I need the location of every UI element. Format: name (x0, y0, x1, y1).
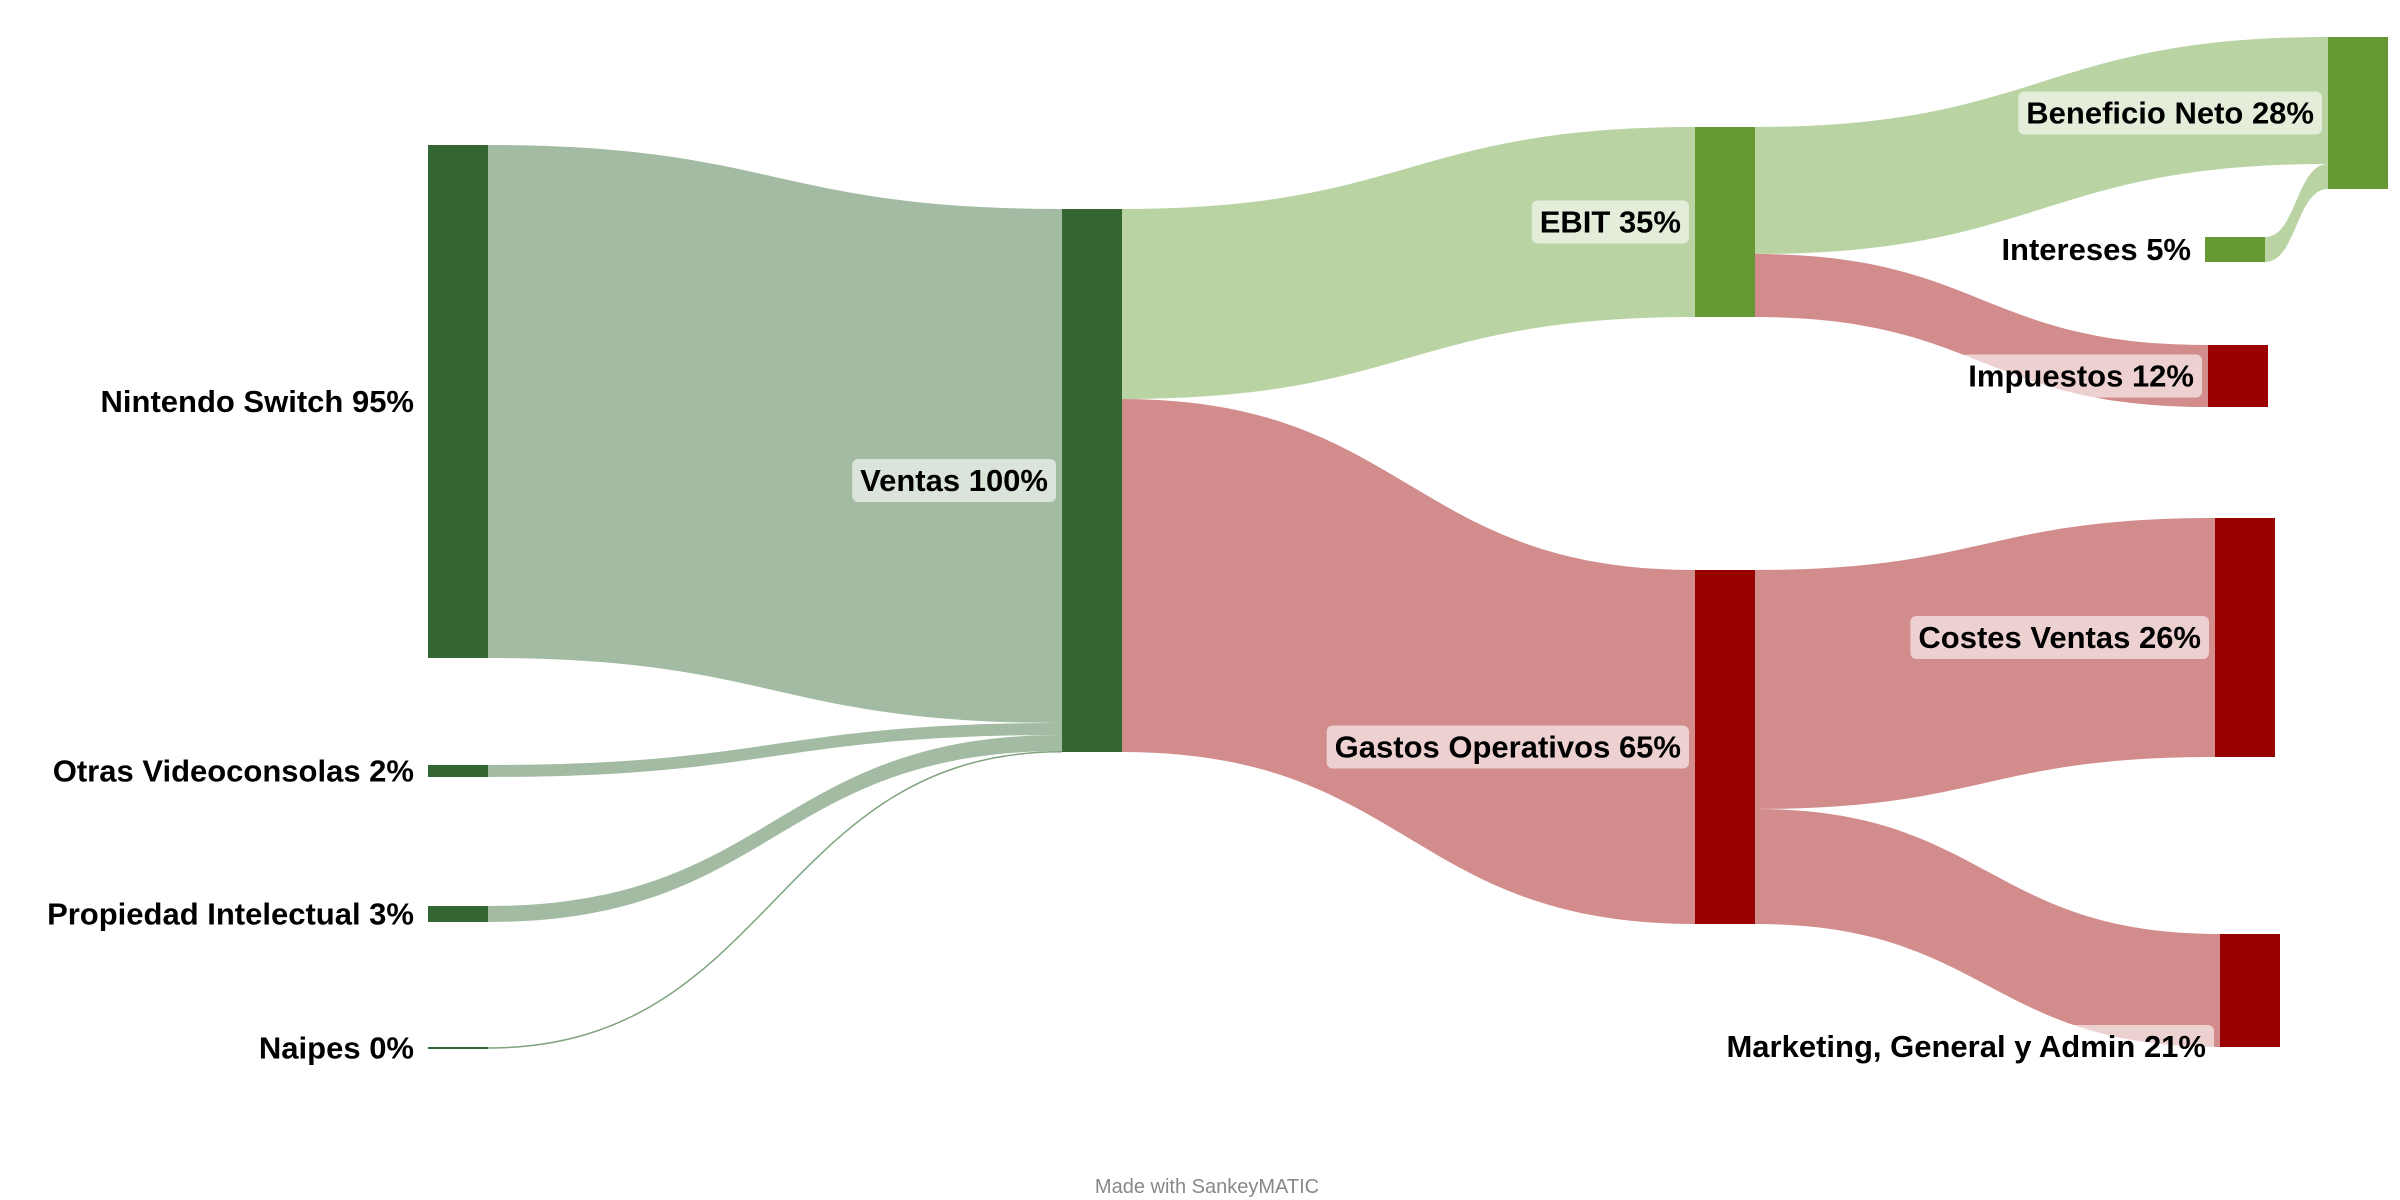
link-gastos-to-marketing (1755, 809, 2220, 1047)
label-gastos: Gastos Operativos 65% (1326, 725, 1689, 769)
node-intereses (2205, 237, 2265, 262)
node-switch (428, 145, 488, 658)
node-gastos (1695, 570, 1755, 924)
node-label-text: Naipes 0% (259, 1031, 414, 1066)
label-ebit: EBIT 35% (1531, 200, 1689, 244)
node-label-text: Ventas 100% (860, 463, 1048, 498)
node-otras (428, 765, 488, 777)
link-naipes-to-ventas (487, 751, 1063, 1049)
label-intereses: Intereses 5% (2001, 232, 2191, 267)
label-ventas: Ventas 100% (852, 459, 1056, 502)
link-intereses-to-beneficio (2265, 164, 2328, 262)
credit-text: Made with SankeyMATIC (1095, 1176, 1319, 1198)
link-otras-to-ventas (488, 723, 1062, 777)
label-background (1531, 200, 1689, 244)
node-label-text: EBIT 35% (1540, 205, 1681, 240)
node-label-text: Gastos Operativos 65% (1335, 730, 1681, 765)
label-marketing: Marketing, General y Admin 21% (1718, 1025, 2214, 1068)
link-gastos-to-costes (1755, 518, 2215, 809)
label-impuestos: Impuestos 12% (1960, 354, 2202, 398)
node-ebit (1695, 127, 1755, 317)
node-label-text: Propiedad Intelectual 3% (47, 897, 414, 932)
label-naipes: Naipes 0% (259, 1031, 414, 1066)
link-switch-to-ventas (488, 145, 1062, 723)
label-switch: Nintendo Switch 95% (101, 384, 414, 419)
label-background (1910, 616, 2209, 659)
node-label-text: Intereses 5% (2001, 232, 2191, 267)
node-beneficio (2328, 37, 2388, 189)
sankey-labels: Nintendo Switch 95% Otras Videoconsolas 2… (47, 91, 2322, 1068)
node-label-text: Marketing, General y Admin 21% (1726, 1029, 2206, 1064)
label-background (1326, 725, 1689, 769)
label-costes: Costes Ventas 26% (1910, 616, 2209, 659)
node-costes (2215, 518, 2275, 757)
link-ventas-to-gastos (1122, 399, 1695, 924)
sankey-links (487, 37, 2328, 1049)
link-ebit-to-beneficio (1755, 37, 2328, 254)
label-background (1718, 1025, 2214, 1068)
label-propiedad: Propiedad Intelectual 3% (47, 897, 414, 932)
node-label-text: Nintendo Switch 95% (101, 384, 414, 419)
node-label-text: Impuestos 12% (1968, 359, 2194, 394)
link-propiedad-to-ventas (488, 735, 1062, 922)
label-background (2018, 91, 2322, 135)
node-label-text: Otras Videoconsolas 2% (53, 754, 414, 789)
label-background (1960, 354, 2202, 398)
node-impuestos (2208, 345, 2268, 407)
node-naipes (428, 1047, 488, 1049)
node-propiedad (428, 906, 488, 922)
node-marketing (2220, 934, 2280, 1047)
label-otras: Otras Videoconsolas 2% (53, 754, 414, 789)
node-ventas (1062, 209, 1122, 752)
label-beneficio: Beneficio Neto 28% (2018, 91, 2322, 135)
link-ventas-to-ebit (1122, 127, 1695, 399)
node-label-text: Costes Ventas 26% (1918, 620, 2201, 655)
node-label-text: Beneficio Neto 28% (2026, 96, 2314, 131)
sankey-nodes (428, 37, 2388, 1049)
label-background (852, 459, 1056, 502)
